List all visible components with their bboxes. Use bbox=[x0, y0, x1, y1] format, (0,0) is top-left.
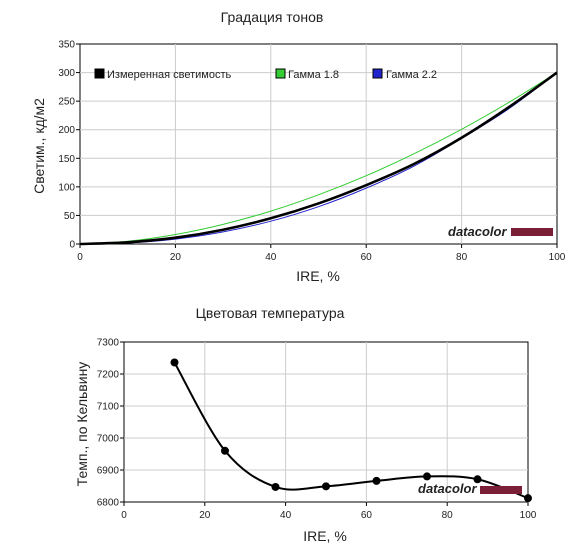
datacolor-logo-bar bbox=[511, 228, 553, 236]
chart2-y-axis-label: Темп., по Кельвину bbox=[74, 362, 90, 487]
chart2-y-ticks: 6800 6900 7000 7100 7200 7300 bbox=[97, 338, 124, 509]
chart2-x-ticks: 0 20 40 60 80 100 bbox=[121, 502, 537, 521]
c2-x-tick-label: 20 bbox=[199, 510, 211, 521]
c2-x-tick-label: 60 bbox=[361, 510, 373, 521]
c2-x-tick-label: 80 bbox=[442, 510, 454, 521]
c2-y-tick-label: 6800 bbox=[97, 498, 120, 509]
legend-swatch-gamma18 bbox=[275, 68, 286, 79]
c2-x-tick-label: 0 bbox=[121, 510, 127, 521]
c2-data-point bbox=[170, 358, 179, 367]
chart1-title: Градация тонов bbox=[221, 9, 324, 25]
chart2-x-axis-label: IRE, % bbox=[303, 528, 347, 544]
c2-y-tick-label: 7300 bbox=[97, 338, 120, 349]
c1-series-line-0 bbox=[79, 71, 558, 246]
c1-x-tick-label: 20 bbox=[170, 252, 182, 263]
c1-y-tick-label: 250 bbox=[58, 97, 75, 108]
c2-data-point bbox=[423, 472, 431, 481]
c2-data-point bbox=[524, 494, 532, 503]
tone-gradation-chart: Градация тонов 0 50 100 150 200 250 300 350 0 20… bbox=[31, 9, 566, 284]
legend-label-measured: Измеренная светимость bbox=[107, 69, 232, 81]
c1-x-tick-label: 40 bbox=[265, 252, 277, 263]
datacolor-logo-text-2: datacolor bbox=[418, 481, 477, 496]
c1-y-tick-label: 150 bbox=[58, 154, 75, 165]
datacolor-logo-bar-2 bbox=[480, 486, 522, 494]
c2-data-point bbox=[322, 482, 330, 491]
chart2-series bbox=[170, 358, 532, 503]
c1-x-tick-label: 80 bbox=[456, 252, 468, 263]
legend-swatch-gamma22 bbox=[372, 68, 383, 79]
c1-x-tick-label: 100 bbox=[549, 252, 566, 263]
c1-y-tick-label: 350 bbox=[58, 40, 75, 51]
c1-y-tick-label: 100 bbox=[58, 182, 75, 193]
c1-series-line-1 bbox=[79, 72, 558, 245]
chart1-y-ticks: 0 50 100 150 200 250 300 350 bbox=[58, 40, 80, 251]
datacolor-logo: datacolor bbox=[448, 224, 553, 239]
chart2-title: Цветовая температура bbox=[196, 305, 345, 321]
legend-label-gamma22: Гамма 2.2 bbox=[386, 69, 437, 81]
chart1-series bbox=[79, 71, 558, 246]
chart2-plot-area bbox=[123, 341, 529, 503]
datacolor-logo-text: datacolor bbox=[448, 224, 507, 239]
chart1-x-axis-label: IRE, % bbox=[296, 268, 340, 284]
c2-data-point bbox=[372, 476, 381, 485]
chart1-x-ticks: 0 20 40 60 80 100 bbox=[77, 244, 566, 263]
c2-data-point bbox=[221, 446, 229, 455]
c1-y-tick-label: 300 bbox=[58, 68, 75, 79]
chart1-y-axis-label: Светим., кд/м2 bbox=[31, 98, 47, 194]
c1-y-tick-label: 50 bbox=[64, 211, 76, 222]
c2-data-point bbox=[271, 482, 280, 491]
c2-x-tick-label: 40 bbox=[280, 510, 292, 521]
c2-data-point bbox=[473, 475, 482, 484]
c2-y-tick-label: 7100 bbox=[97, 402, 120, 413]
c1-x-tick-label: 0 bbox=[77, 252, 83, 263]
c2-y-tick-label: 7000 bbox=[97, 434, 120, 445]
color-temperature-chart: Цветовая температура 6800 6900 7000 7100 720… bbox=[74, 305, 537, 544]
c1-y-tick-label: 0 bbox=[69, 240, 75, 251]
chart1-grid bbox=[80, 44, 557, 244]
c1-y-tick-label: 200 bbox=[58, 125, 75, 136]
c2-y-tick-label: 7200 bbox=[97, 370, 120, 381]
legend-swatch-measured bbox=[94, 68, 105, 79]
chart2-grid bbox=[124, 342, 528, 502]
c2-y-tick-label: 6900 bbox=[97, 466, 120, 477]
legend-label-gamma18: Гамма 1.8 bbox=[288, 69, 339, 81]
chart1-legend: Измеренная светимость Гамма 1.8 Гамма 2.… bbox=[94, 68, 437, 81]
datacolor-logo-2: datacolor bbox=[418, 481, 522, 496]
c2-x-tick-label: 100 bbox=[520, 510, 537, 521]
c1-x-tick-label: 60 bbox=[361, 252, 373, 263]
chart1-plot-area bbox=[79, 43, 558, 245]
